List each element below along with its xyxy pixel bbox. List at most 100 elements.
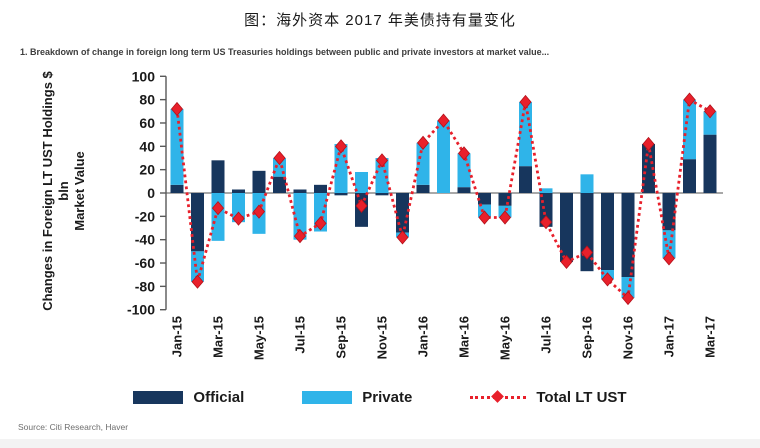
y-tick-label: -40 — [135, 232, 155, 248]
bar-private — [355, 171, 368, 193]
x-tick-label: Sep-15 — [334, 316, 349, 359]
bar-official — [683, 159, 696, 193]
legend-item-private: Private — [302, 389, 412, 406]
source-note: Source: Citi Research, Haver — [18, 422, 129, 432]
total-marker — [232, 211, 245, 226]
bar-official — [560, 193, 573, 262]
bar-official — [519, 166, 532, 193]
bar-official — [498, 193, 512, 206]
y-tick-label: 0 — [147, 185, 155, 201]
x-tick-label: Mar-15 — [211, 316, 226, 358]
bar-private — [232, 193, 245, 223]
total-marker — [191, 274, 204, 289]
total-marker — [211, 201, 225, 216]
total-line-sample-icon — [470, 390, 527, 403]
x-tick-label: Nov-15 — [375, 316, 390, 359]
x-tick-label: Mar-17 — [703, 316, 718, 358]
bar-private — [437, 120, 450, 193]
chart-plot-area: 100 80 60 40 20 0 -20 -40 -60 -80 -100 Jan-15 Mar-15… — [127, 68, 723, 360]
legend-item-official: Official — [133, 389, 244, 406]
total-marker — [498, 210, 512, 225]
total-marker — [601, 272, 614, 287]
total-marker — [293, 229, 307, 244]
bar-official — [211, 160, 225, 193]
y-tick-label: 100 — [132, 68, 156, 84]
bar-private — [703, 111, 717, 135]
private-bar-swatch-icon — [302, 391, 353, 404]
bar-private — [416, 142, 430, 185]
y-tick-label: -100 — [127, 302, 155, 318]
total-marker — [457, 146, 471, 161]
total-marker — [437, 113, 450, 128]
y-tick-label: 80 — [139, 92, 155, 108]
bar-official — [457, 187, 471, 193]
bar-private — [211, 193, 225, 241]
bar-official — [334, 193, 348, 196]
bar-official — [416, 184, 430, 193]
total-marker — [703, 104, 717, 119]
legend-label-private: Private — [362, 389, 413, 406]
bar-official — [191, 193, 204, 252]
y-tick-label: 20 — [139, 162, 155, 178]
bar-official — [293, 189, 307, 193]
chart-subtitle: 1. Breakdown of change in foreign long t… — [20, 47, 550, 57]
x-tick-label: Jul-15 — [293, 316, 308, 354]
total-marker — [355, 198, 368, 213]
total-marker — [314, 216, 327, 231]
total-marker — [683, 92, 696, 107]
x-tick-label: May-15 — [252, 316, 267, 360]
total-marker — [334, 139, 348, 154]
footer-band — [0, 439, 760, 448]
bar-private — [539, 188, 553, 193]
y-tick-label: -60 — [135, 255, 155, 271]
x-tick-label: Nov-16 — [621, 316, 636, 359]
chart-legend: Official Private Total LT UST — [0, 389, 760, 406]
total-marker — [396, 230, 409, 245]
bar-official — [170, 184, 184, 193]
bar-private — [621, 277, 635, 299]
x-tick-label: Jul-16 — [539, 316, 554, 354]
bar-official — [314, 184, 327, 193]
bar-official — [703, 134, 717, 193]
bar-official — [601, 193, 614, 271]
diamond-marker-icon — [491, 390, 505, 403]
legend-item-total: Total LT UST — [470, 389, 627, 406]
y-tick-label: -80 — [135, 278, 155, 294]
bar-official — [375, 193, 389, 196]
x-tick-label: Jan-17 — [662, 316, 677, 357]
x-tick-label: Jan-15 — [170, 316, 185, 357]
bar-private — [293, 193, 307, 240]
x-tick-label: Sep-16 — [580, 316, 595, 359]
bar-private — [683, 99, 696, 160]
legend-label-official: Official — [193, 389, 245, 406]
total-marker — [642, 136, 655, 152]
bar-official — [396, 193, 409, 233]
total-marker — [416, 135, 430, 150]
bar-official — [273, 176, 286, 193]
bar-official — [478, 193, 491, 205]
total-marker — [252, 204, 266, 219]
bar-official — [662, 193, 676, 231]
bar-official — [252, 170, 266, 193]
x-tick-label: May-16 — [498, 316, 513, 360]
bar-private — [662, 230, 676, 259]
x-tick-label: Mar-16 — [457, 316, 472, 358]
total-marker — [621, 290, 635, 306]
y-tick-label: 40 — [139, 138, 155, 154]
bar-official — [232, 189, 245, 193]
total-marker — [170, 101, 184, 117]
bar-private — [457, 153, 471, 188]
total-marker — [478, 210, 491, 225]
total-marker — [539, 215, 553, 230]
total-marker — [580, 245, 594, 260]
x-tick-label: Jan-16 — [416, 316, 431, 357]
chart-title: 图：海外资本 2017 年美债持有量变化 — [244, 12, 516, 29]
y-tick-label: 60 — [139, 115, 155, 131]
total-marker — [375, 153, 389, 168]
total-marker — [560, 254, 573, 269]
y-tick-label: -20 — [135, 208, 155, 224]
total-marker — [519, 94, 532, 110]
total-line — [175, 97, 711, 301]
bar-private — [580, 174, 594, 193]
